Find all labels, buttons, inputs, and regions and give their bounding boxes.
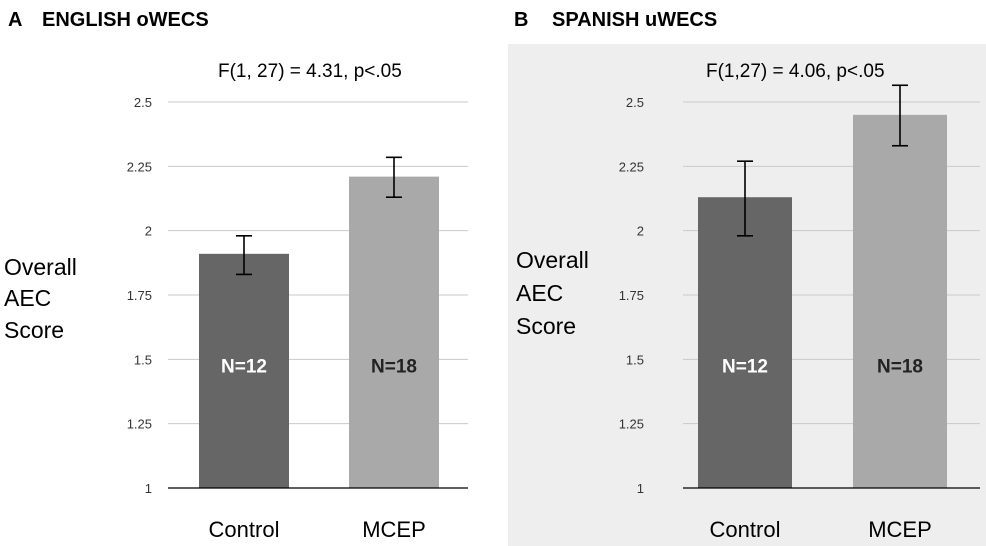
n-label: N=12	[221, 356, 267, 377]
n-label: N=18	[877, 356, 923, 377]
bar-control	[199, 253, 289, 488]
y-tick-label: 2.5	[134, 95, 152, 110]
panel-b-ylabel-line-1: Overall	[516, 247, 589, 273]
y-tick-label: 1.5	[626, 352, 644, 367]
bar-mcep	[853, 114, 947, 488]
y-tick-label: 2.25	[619, 159, 644, 174]
panel-a: A ENGLISH oWECS F(1, 27) = 4.31, p<.05 O…	[4, 9, 468, 542]
x-category-label: MCEP	[868, 517, 932, 542]
panel-a-n-labels: N=12 N=18	[221, 356, 417, 377]
panel-b-ylabel-line-2: AEC	[516, 280, 563, 306]
panel-b-tick-labels: 1 1.25 1.5 1.75 2 2.25 2.5	[619, 95, 644, 496]
y-tick-label: 1.25	[619, 417, 644, 432]
y-tick-label: 1.5	[134, 352, 152, 367]
panel-b-bars	[698, 114, 947, 489]
y-tick-label: 1	[637, 481, 644, 496]
panel-a-ylabel-line-2: AEC	[4, 285, 51, 311]
x-category-label: Control	[209, 517, 280, 542]
x-category-label: MCEP	[362, 517, 426, 542]
n-label: N=12	[722, 356, 768, 377]
panel-a-bars	[199, 176, 439, 489]
panel-b-category-labels: Control MCEP	[710, 517, 932, 542]
panel-b: B SPANISH uWECS F(1,27) = 4.06, p<.05 Ov…	[514, 9, 980, 542]
bar-control	[698, 197, 792, 489]
y-tick-label: 1.75	[127, 288, 152, 303]
panel-a-title: ENGLISH oWECS	[42, 9, 209, 31]
panel-a-stat-text: F(1, 27) = 4.31, p<.05	[218, 61, 402, 82]
panel-b-stat-text: F(1,27) = 4.06, p<.05	[706, 61, 885, 82]
panel-b-letter: B	[514, 9, 528, 31]
panel-a-ylabel-line-3: Score	[4, 317, 64, 343]
y-tick-label: 2.25	[127, 159, 152, 174]
y-tick-label: 2	[145, 224, 152, 239]
y-tick-label: 1.25	[127, 417, 152, 432]
bar-mcep	[349, 176, 439, 489]
y-tick-label: 1.75	[619, 288, 644, 303]
x-category-label: Control	[710, 517, 781, 542]
y-tick-label: 2	[637, 224, 644, 239]
panel-b-title: SPANISH uWECS	[552, 9, 717, 31]
panel-b-error-bars	[737, 84, 908, 237]
y-tick-label: 2.5	[626, 95, 644, 110]
panel-a-ylabel-line-1: Overall	[4, 254, 77, 280]
panel-a-error-bars	[236, 156, 402, 276]
panel-a-category-labels: Control MCEP	[209, 517, 426, 542]
n-label: N=18	[371, 356, 417, 377]
panel-b-ylabel-line-3: Score	[516, 313, 576, 339]
y-tick-label: 1	[145, 481, 152, 496]
panel-a-tick-labels: 1 1.25 1.5 1.75 2 2.25 2.5	[127, 95, 152, 496]
panel-a-letter: A	[8, 9, 22, 31]
panel-b-n-labels: N=12 N=18	[722, 356, 923, 377]
